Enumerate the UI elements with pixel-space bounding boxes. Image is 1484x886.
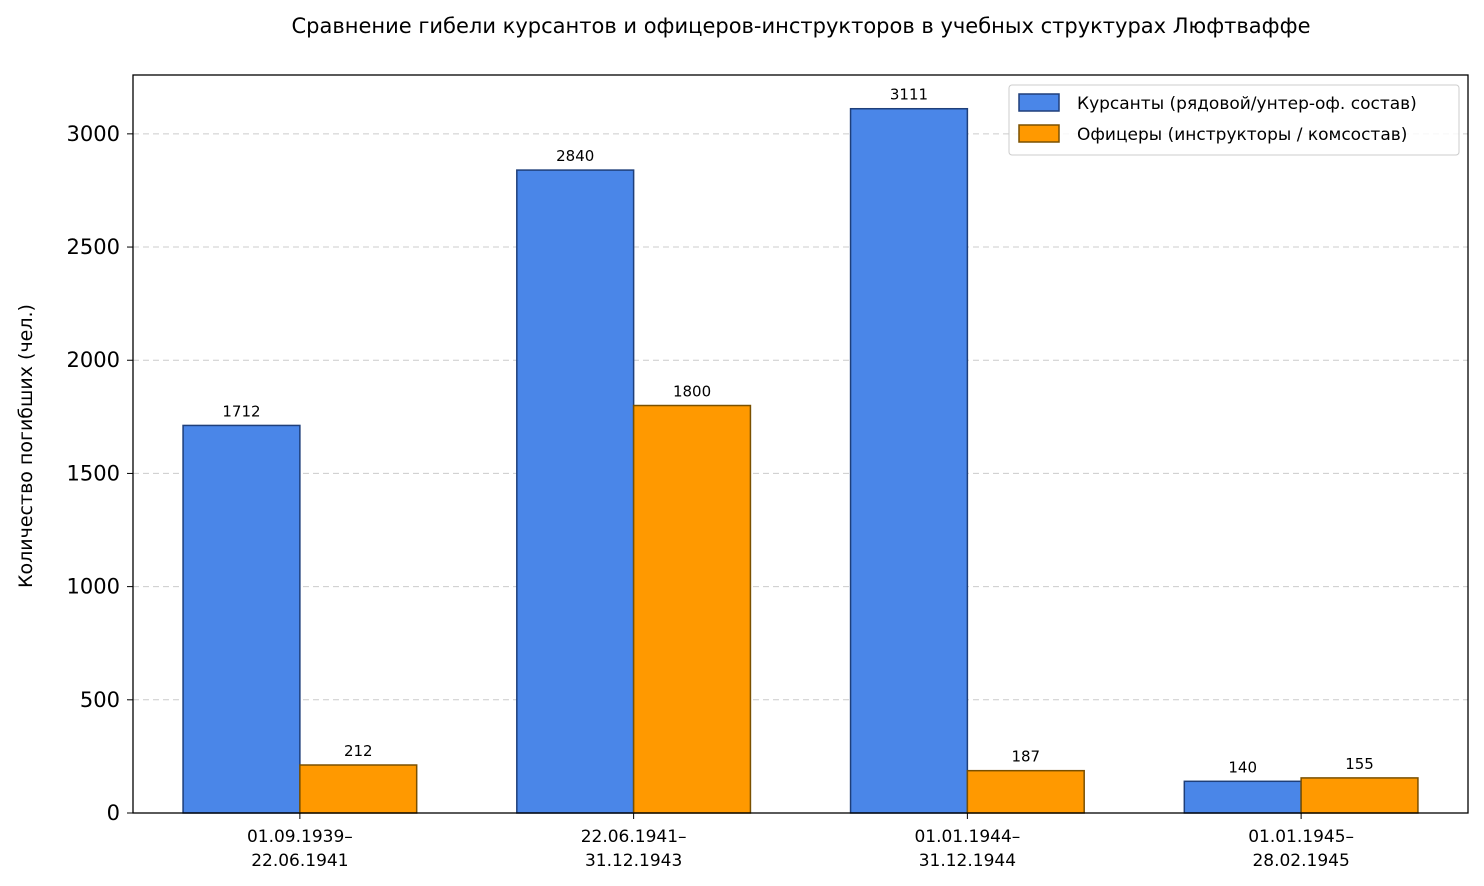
y-axis-ticks: 0 500 1000 1500 2000 2500 3000 <box>67 122 133 825</box>
legend-swatch-cadets <box>1018 93 1060 112</box>
y-tick-label: 0 <box>107 801 120 825</box>
x-tick-label: 31.12.1943 <box>585 851 682 871</box>
y-tick-label: 3000 <box>67 122 120 146</box>
bars <box>182 107 1419 814</box>
bar-series-0-cat-3 <box>1183 780 1302 814</box>
legend-label-cadets: Курсанты (рядовой/унтер-оф. состав) <box>1077 94 1417 114</box>
plot-frame <box>132 74 1469 814</box>
data-label: 1712 <box>222 402 260 420</box>
bar-series-1-cat-0 <box>299 764 418 814</box>
y-axis-label: Количество погибших (чел.) <box>15 304 37 588</box>
bar-series-0-cat-2 <box>849 107 969 814</box>
chart-title: Сравнение гибели курсантов и офицеров-ин… <box>292 14 1311 38</box>
legend-box <box>1008 84 1460 156</box>
data-label: 212 <box>344 742 373 760</box>
gridlines <box>133 133 1468 701</box>
x-tick-label: 28.02.1945 <box>1252 851 1349 871</box>
data-label: 2840 <box>556 147 594 165</box>
x-tick-label: 01.01.1944– <box>914 827 1020 847</box>
data-label: 155 <box>1345 755 1374 773</box>
y-tick-label: 1000 <box>67 575 120 599</box>
bar-series-1-cat-2 <box>966 769 1085 814</box>
data-label: 1800 <box>673 383 711 401</box>
data-labels: 1712 2840 3111 140 212 1800 187 155 <box>222 86 1373 777</box>
data-label: 187 <box>1011 748 1040 766</box>
y-tick-label: 1500 <box>67 461 120 485</box>
data-label: 140 <box>1228 758 1257 776</box>
bar-series-0-cat-0 <box>182 424 301 814</box>
y-tick-label: 500 <box>80 688 120 712</box>
legend-swatch-officers <box>1018 124 1060 143</box>
x-tick-label: 01.09.1939– <box>247 827 353 847</box>
bar-series-1-cat-1 <box>632 404 752 814</box>
y-tick-label: 2000 <box>67 348 120 372</box>
x-tick-label: 22.06.1941– <box>581 827 687 847</box>
x-tick-label: 31.12.1944 <box>919 851 1016 871</box>
x-tick-label: 22.06.1941 <box>251 851 348 871</box>
bar-series-1-cat-3 <box>1300 777 1419 814</box>
legend: Курсанты (рядовой/унтер-оф. состав) Офиц… <box>1008 84 1460 156</box>
y-tick-label: 2500 <box>67 235 120 259</box>
legend-label-officers: Офицеры (инструкторы / комсостав) <box>1077 125 1407 145</box>
x-tick-label: 01.01.1945– <box>1248 827 1354 847</box>
data-label: 3111 <box>890 86 928 104</box>
x-axis-ticks: 01.09.1939– 22.06.1941 22.06.1941– 31.12.19… <box>247 813 1354 871</box>
bar-series-0-cat-1 <box>516 169 635 814</box>
